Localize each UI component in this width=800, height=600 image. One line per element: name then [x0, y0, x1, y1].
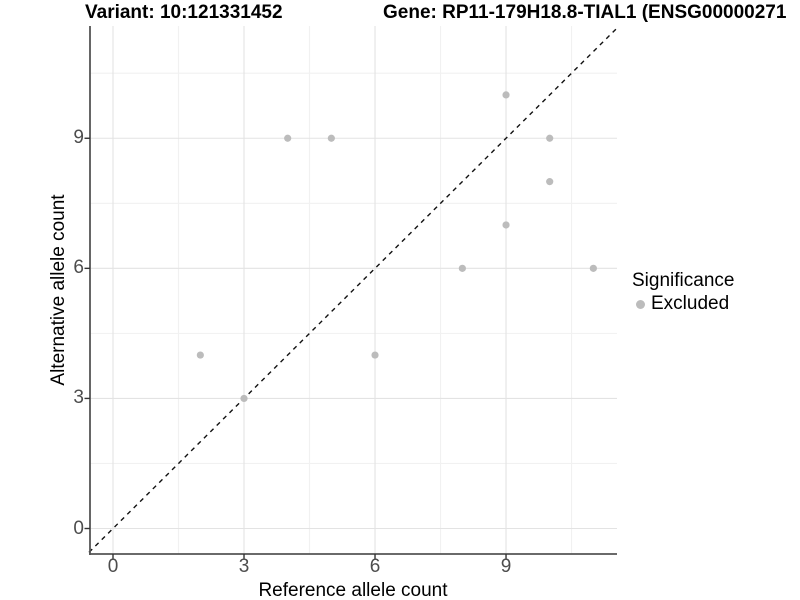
data-point [327, 134, 335, 142]
gridlines-major [90, 26, 617, 554]
data-point [502, 221, 510, 229]
legend-item: Excluded [632, 293, 734, 315]
data-point [371, 351, 379, 359]
variant-title: Variant: 10:121331452 [85, 2, 283, 23]
legend-point-icon [636, 299, 645, 309]
y-tick-label: 9 [73, 127, 84, 149]
data-point [589, 264, 597, 272]
tick-marks [84, 137, 507, 560]
data-point [240, 394, 248, 403]
x-tick-label: 0 [107, 556, 119, 577]
data-point [458, 264, 466, 272]
x-tick-label: 6 [369, 556, 381, 577]
data-point [502, 91, 510, 99]
x-axis-title: Reference allele count [258, 580, 448, 600]
y-tick-label: 6 [73, 257, 84, 279]
legend-title: Significance [632, 270, 735, 291]
x-tick-label: 3 [238, 556, 250, 577]
data-point [284, 134, 292, 142]
identity-dashed-line [88, 27, 618, 553]
axis-lines [89, 26, 617, 555]
legend: Significance Excluded [632, 270, 734, 315]
y-tick-label: 0 [73, 517, 84, 539]
data-point [196, 351, 204, 359]
legend-item-label: Excluded [651, 293, 730, 314]
legend-items: Excluded [632, 293, 734, 315]
data-point [546, 134, 554, 142]
data-points-excluded [196, 91, 597, 403]
y-tick-label: 3 [73, 387, 84, 409]
gridlines-minor [90, 26, 617, 554]
data-point [546, 178, 554, 186]
y-axis-title: Alternative allele count [48, 194, 69, 386]
gene-title: Gene: RP11-179H18.8-TIAL1 (ENSG00000271 [383, 2, 787, 23]
identity-line [88, 27, 618, 553]
x-tick-label: 9 [500, 556, 512, 577]
